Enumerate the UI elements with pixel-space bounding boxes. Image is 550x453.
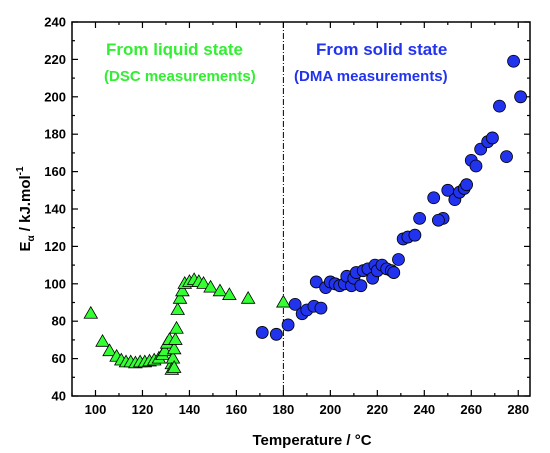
triangle-marker (175, 283, 190, 297)
y-tick-label: 120 (44, 239, 66, 254)
triangle-marker (102, 343, 117, 357)
circle-marker (431, 213, 445, 227)
circle-marker (408, 228, 422, 242)
y-tick-label: 40 (52, 389, 66, 404)
x-tick-label: 240 (413, 402, 435, 417)
circle-marker (314, 301, 328, 315)
circle-marker (354, 279, 368, 293)
circle-marker (469, 159, 483, 173)
circle-marker (486, 131, 499, 145)
y-tick-label: 240 (44, 15, 66, 30)
circle-marker (281, 318, 295, 332)
triangle-marker (222, 287, 237, 300)
y-axis-title-sub: α (26, 235, 37, 242)
y-tick-label: 160 (44, 164, 66, 179)
x-axis-title: Temperature / °C (252, 432, 371, 449)
triangle-marker (212, 283, 228, 297)
solid-state-subtitle: (DMA measurements) (294, 68, 448, 85)
x-tick-label: 160 (226, 402, 248, 417)
y-tick-label: 180 (44, 127, 66, 142)
svg-text:Eα / kJ.mol-1: Eα / kJ.mol-1 (15, 166, 37, 252)
circle-marker (460, 178, 473, 192)
triangle-marker (203, 279, 218, 293)
y-tick-label: 60 (52, 351, 66, 366)
triangle-marker (169, 320, 184, 334)
x-tick-label: 180 (273, 402, 295, 417)
tick-labels: 100 120 140 160 180 200 220 240 260 280 40 60 80 100 1… (44, 15, 529, 418)
circle-marker (493, 99, 506, 113)
triangle-marker (168, 332, 183, 345)
triangle-marker (83, 305, 99, 319)
x-tick-label: 200 (320, 402, 342, 417)
triangle-marker (172, 290, 188, 304)
liquid-state-subtitle: (DSC measurements) (104, 68, 256, 85)
data-markers (83, 54, 528, 375)
y-axis-title: Eα / kJ.mol-1 (15, 166, 37, 252)
x-tick-label: 280 (507, 402, 529, 417)
x-tick-label: 100 (85, 402, 107, 417)
circle-marker (387, 266, 401, 279)
triangle-marker (276, 294, 291, 308)
y-tick-label: 140 (44, 202, 66, 217)
x-tick-label: 220 (366, 402, 388, 417)
circle-marker (255, 326, 269, 339)
circle-marker (309, 275, 323, 289)
solid-state-title: From solid state (316, 40, 447, 59)
liquid-state-title: From liquid state (106, 40, 243, 59)
circle-marker (514, 90, 528, 104)
x-tick-label: 140 (179, 402, 201, 417)
axis-ticks (71, 21, 530, 397)
triangle-marker (196, 275, 211, 289)
y-tick-label: 200 (44, 89, 66, 104)
circle-marker (288, 297, 302, 311)
y-axis-title-main: E (17, 242, 34, 252)
circle-marker (500, 150, 513, 164)
triangle-marker (166, 360, 182, 373)
circle-marker (269, 327, 283, 341)
circle-marker (427, 191, 441, 205)
circle-marker (507, 54, 520, 68)
y-tick-label: 220 (44, 52, 66, 67)
circle-marker (413, 211, 427, 225)
circle-marker (392, 253, 405, 266)
y-axis-title-rest: / kJ.mol (17, 175, 34, 235)
y-tick-label: 100 (44, 276, 66, 291)
triangle-marker (240, 290, 256, 304)
triangle-marker (166, 341, 182, 355)
triangle-marker (95, 333, 110, 347)
x-tick-label: 260 (460, 402, 482, 417)
triangle-marker (170, 302, 186, 315)
x-tick-label: 120 (132, 402, 154, 417)
y-axis-title-sup: -1 (15, 166, 26, 175)
y-tick-label: 80 (52, 314, 66, 329)
